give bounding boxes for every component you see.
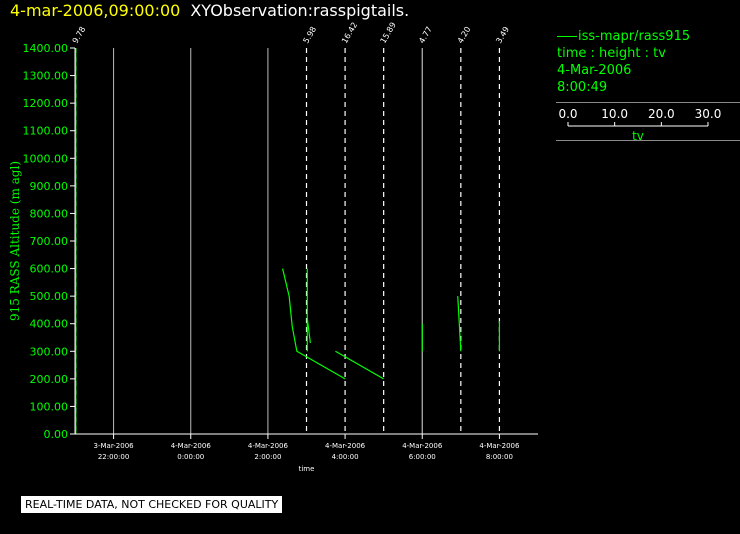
y-tick-label: 400.00 bbox=[30, 318, 69, 331]
x-tick-date: 4-Mar-2006 bbox=[402, 442, 443, 450]
legend-date: 4-Mar-2006 bbox=[557, 63, 632, 78]
tv-scale-tick-label: 10.0 bbox=[601, 107, 628, 121]
profile-label: 4.77 bbox=[417, 25, 434, 45]
profile-label: 3.49 bbox=[494, 25, 511, 45]
y-tick-label: 900.00 bbox=[30, 180, 69, 193]
x-tick-date: 4-Mar-2006 bbox=[325, 442, 366, 450]
x-tick-time: 0:00:00 bbox=[177, 453, 204, 461]
legend-divider-bottom bbox=[556, 140, 740, 141]
x-tick-time: 6:00:00 bbox=[409, 453, 436, 461]
y-tick-label: 1300.00 bbox=[23, 70, 69, 83]
tv-scale: 0.0 10.0 20.0 30.0 tv bbox=[558, 107, 722, 143]
y-tick-label: 1000.00 bbox=[23, 152, 69, 165]
x-tick-date: 3-Mar-2006 bbox=[94, 442, 135, 450]
y-tick-label: 1100.00 bbox=[23, 125, 69, 138]
y-tick-label: 500.00 bbox=[30, 290, 69, 303]
x-tick-time: 22:00:00 bbox=[98, 453, 129, 461]
y-tick-label: 700.00 bbox=[30, 235, 69, 248]
profile-label: 5.98 bbox=[301, 25, 318, 45]
quality-disclaimer: REAL-TIME DATA, NOT CHECKED FOR QUALITY bbox=[21, 496, 283, 513]
y-tick-label: 600.00 bbox=[30, 263, 69, 276]
series-segment bbox=[335, 350, 384, 380]
legend-divider-top bbox=[556, 102, 740, 103]
profile-label: 4.20 bbox=[456, 25, 473, 45]
title-bar: 4-mar-2006,09:00:00 XYObservation:rasspig… bbox=[10, 1, 409, 20]
tv-scale-label: tv bbox=[632, 129, 644, 143]
profile-label: 9.78 bbox=[71, 25, 88, 45]
legend-series-entry: iss-mapr/rass915 bbox=[557, 28, 740, 45]
y-tick-label: 1400.00 bbox=[23, 42, 69, 55]
x-tick-date: 4-Mar-2006 bbox=[479, 442, 520, 450]
x-tick-date: 4-Mar-2006 bbox=[248, 442, 289, 450]
y-tick-label: 300.00 bbox=[30, 345, 69, 358]
tv-scale-tick-label: 20.0 bbox=[648, 107, 675, 121]
legend-panel: iss-mapr/rass915 time : height : tv 4-Ma… bbox=[556, 28, 740, 143]
legend-series-label: iss-mapr/rass915 bbox=[578, 29, 691, 44]
tv-scale-tick-label: 30.0 bbox=[695, 107, 722, 121]
y-axis-label: 915 RASS Altitude (m agl) bbox=[8, 161, 22, 321]
series-segment bbox=[281, 268, 346, 380]
observation-timestamp: 4-mar-2006,09:00:00 bbox=[10, 1, 181, 20]
x-tick-time: 4:00:00 bbox=[332, 453, 359, 461]
series-segment bbox=[306, 318, 311, 344]
x-tick-time: 2:00:00 bbox=[254, 453, 281, 461]
series-segment bbox=[457, 296, 462, 352]
y-tick-label: 800.00 bbox=[30, 207, 69, 220]
profile-label: 16.42 bbox=[340, 21, 359, 45]
legend-axes-desc: time : height : tv bbox=[557, 46, 666, 61]
x-tick-date: 4-Mar-2006 bbox=[171, 442, 212, 450]
observation-title: XYObservation:rasspigtails. bbox=[190, 1, 410, 20]
tv-scale-tick-label: 0.0 bbox=[558, 107, 577, 121]
x-axis-label: time bbox=[299, 465, 315, 473]
legend-time: 8:00:49 bbox=[557, 80, 608, 95]
y-tick-label: 200.00 bbox=[30, 373, 69, 386]
legend-swatch bbox=[557, 36, 577, 37]
x-tick-time: 8:00:00 bbox=[486, 453, 513, 461]
y-tick-label: 100.00 bbox=[30, 400, 69, 413]
profile-label: 15.89 bbox=[379, 21, 398, 45]
y-tick-label: 1200.00 bbox=[23, 97, 69, 110]
y-tick-label: 0.00 bbox=[44, 428, 69, 441]
